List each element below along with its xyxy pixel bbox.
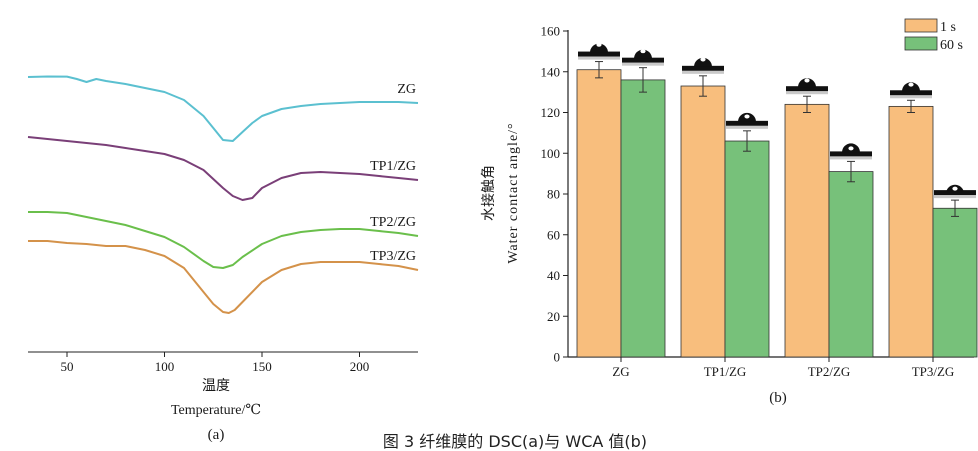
legend-swatch-60-s bbox=[904, 36, 938, 51]
wca-x-tick-label-tp3-zg: TP3/ZG bbox=[912, 364, 955, 379]
dsc-x-tick-label: 150 bbox=[252, 359, 272, 374]
dsc-x-tick-label: 200 bbox=[350, 359, 370, 374]
legend-swatch-1-s bbox=[904, 18, 938, 33]
wca-x-tick-label-tp2-zg: TP2/ZG bbox=[808, 364, 851, 379]
droplet-image bbox=[830, 143, 872, 160]
wca-y-tick-label: 160 bbox=[541, 24, 561, 39]
wca-x-ticks: ZG TP1/ZG TP2/ZG TP3/ZG bbox=[612, 357, 954, 379]
wca-y-axis-label: Water contact angle/° bbox=[506, 122, 521, 263]
dsc-x-axis-label-en: Temperature/℃ bbox=[171, 403, 261, 418]
droplet-image bbox=[726, 112, 768, 129]
droplet-images bbox=[578, 42, 976, 199]
wca-y-tick-label: 140 bbox=[541, 64, 561, 79]
dsc-curve-label-tp2-zg: TP2/ZG bbox=[370, 215, 416, 230]
dsc-curve-label-zg: ZG bbox=[397, 82, 416, 97]
wca-bars bbox=[576, 61, 978, 358]
wca-bar-zg-1-s bbox=[576, 69, 622, 358]
wca-y-axis-label-cn: 水接触角 bbox=[480, 165, 497, 221]
dsc-x-tick-label: 100 bbox=[155, 359, 175, 374]
dsc-curve-tp3-zg bbox=[28, 240, 419, 314]
dsc-curve-zg bbox=[27, 75, 419, 142]
dsc-curve-label-tp1-zg: TP1/ZG bbox=[370, 159, 416, 174]
droplet-image bbox=[682, 57, 724, 74]
wca-y-tick-label: 0 bbox=[554, 350, 561, 365]
droplet-image bbox=[786, 78, 828, 95]
wca-y-tick-label: 120 bbox=[541, 105, 561, 120]
dsc-curve-label-tp3-zg: TP3/ZG bbox=[370, 249, 416, 264]
panel-a-label: (a) bbox=[208, 427, 225, 443]
dsc-x-ticks: 50 100 150 200 bbox=[61, 352, 370, 374]
wca-y-tick-label: 100 bbox=[541, 146, 561, 161]
droplet-image bbox=[622, 49, 664, 66]
droplet-image bbox=[934, 184, 976, 199]
wca-y-tick-label: 60 bbox=[547, 227, 560, 242]
wca-bar-tp1-zg-60-s bbox=[724, 140, 770, 358]
panel-b-label: (b) bbox=[769, 390, 787, 406]
wca-y-tick-label: 40 bbox=[547, 268, 560, 283]
wca-bar-tp2-zg-1-s bbox=[784, 103, 830, 358]
legend-label-60-s: 60 s bbox=[940, 38, 963, 53]
wca-panel: 0 20 40 60 80 100 120 140 160 ZG TP1/ZG TP2/ZG TP3/… bbox=[480, 18, 978, 406]
wca-x-tick-label-tp1-zg: TP1/ZG bbox=[704, 364, 747, 379]
wca-y-tick-label: 20 bbox=[547, 309, 560, 324]
droplet-image bbox=[578, 42, 620, 60]
wca-y-tick-label: 80 bbox=[547, 187, 560, 202]
dsc-curve-labels: ZG TP1/ZG TP2/ZG TP3/ZG bbox=[370, 82, 416, 264]
legend-label-1-s: 1 s bbox=[940, 20, 956, 35]
figure-caption: 图 3 纤维膜的 DSC(a)与 WCA 值(b) bbox=[383, 432, 647, 451]
dsc-curve-tp1-zg bbox=[27, 136, 419, 201]
wca-bar-zg-60-s bbox=[620, 79, 666, 358]
dsc-curve-tp2-zg bbox=[28, 211, 419, 269]
wca-bar-tp3-zg-1-s bbox=[888, 105, 934, 358]
dsc-panel: 50 100 150 200 ZG TP1/ZG TP2/ZG TP3/ZG 温度 Temp… bbox=[27, 75, 419, 443]
wca-legend: 1 s 60 s bbox=[904, 18, 963, 53]
wca-bar-tp2-zg-60-s bbox=[828, 171, 874, 358]
dsc-curves bbox=[27, 75, 419, 314]
droplet-image bbox=[890, 82, 932, 99]
wca-bar-tp3-zg-60-s bbox=[932, 207, 978, 358]
dsc-x-axis-label: 温度 bbox=[202, 378, 230, 394]
wca-x-tick-label-zg: ZG bbox=[612, 364, 629, 379]
dsc-x-tick-label: 50 bbox=[61, 359, 74, 374]
wca-bar-tp1-zg-1-s bbox=[680, 85, 726, 358]
wca-y-ticks: 0 20 40 60 80 100 120 140 160 bbox=[541, 24, 568, 365]
